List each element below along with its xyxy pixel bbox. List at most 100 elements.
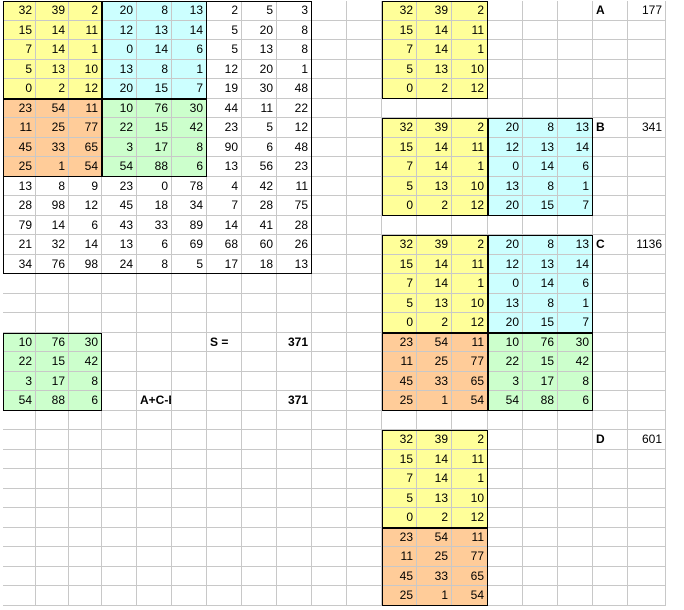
- value-cell[interactable]: 6: [69, 391, 102, 411]
- empty-cell[interactable]: [207, 488, 242, 508]
- value-cell[interactable]: 18: [137, 196, 172, 216]
- value-cell[interactable]: 23: [382, 332, 417, 352]
- value-cell[interactable]: 1: [417, 586, 452, 606]
- value-cell[interactable]: 14: [417, 20, 452, 40]
- value-cell[interactable]: 45: [382, 371, 417, 391]
- empty-cell[interactable]: [452, 410, 488, 430]
- empty-cell[interactable]: [137, 586, 172, 606]
- value-cell[interactable]: 20: [102, 1, 137, 21]
- value-cell[interactable]: 54: [36, 98, 69, 118]
- value-cell[interactable]: 15: [137, 118, 172, 138]
- empty-cell[interactable]: [312, 118, 347, 138]
- value-cell[interactable]: 42: [69, 352, 102, 372]
- value-cell[interactable]: 13: [558, 118, 593, 138]
- empty-cell[interactable]: [488, 566, 523, 586]
- value-cell[interactable]: 11: [242, 98, 277, 118]
- value-cell[interactable]: 1: [452, 469, 488, 489]
- empty-cell[interactable]: [312, 98, 347, 118]
- empty-cell[interactable]: [36, 430, 69, 450]
- value-cell[interactable]: 15: [382, 449, 417, 469]
- value-cell[interactable]: 22: [488, 352, 523, 372]
- value-cell[interactable]: 54: [488, 391, 523, 411]
- empty-cell[interactable]: [69, 410, 102, 430]
- empty-cell[interactable]: [593, 449, 628, 469]
- empty-cell[interactable]: [242, 430, 277, 450]
- empty-cell[interactable]: [523, 20, 558, 40]
- value-cell[interactable]: 8: [277, 20, 312, 40]
- empty-cell[interactable]: [277, 352, 312, 372]
- value-cell[interactable]: 0: [3, 79, 36, 99]
- empty-cell[interactable]: [277, 410, 312, 430]
- empty-cell[interactable]: [488, 410, 523, 430]
- empty-cell[interactable]: [172, 274, 207, 294]
- empty-cell[interactable]: [347, 254, 382, 274]
- empty-cell[interactable]: [488, 449, 523, 469]
- value-cell[interactable]: 8: [523, 293, 558, 313]
- value-cell[interactable]: 13: [102, 235, 137, 255]
- empty-cell[interactable]: [593, 20, 628, 40]
- value-cell[interactable]: 3: [3, 371, 36, 391]
- value-cell[interactable]: 2: [417, 508, 452, 528]
- value-cell[interactable]: 11: [452, 449, 488, 469]
- value-cell[interactable]: 45: [382, 566, 417, 586]
- empty-cell[interactable]: [558, 410, 593, 430]
- empty-cell[interactable]: [137, 527, 172, 547]
- empty-cell[interactable]: [628, 547, 666, 567]
- empty-cell[interactable]: [207, 449, 242, 469]
- value-cell[interactable]: 2: [207, 1, 242, 21]
- empty-cell[interactable]: [312, 488, 347, 508]
- empty-cell[interactable]: [242, 274, 277, 294]
- value-cell[interactable]: 13: [417, 176, 452, 196]
- empty-cell[interactable]: [102, 586, 137, 606]
- value-cell[interactable]: 15: [3, 20, 36, 40]
- empty-cell[interactable]: [277, 430, 312, 450]
- empty-cell[interactable]: [137, 449, 172, 469]
- value-cell[interactable]: 14: [36, 40, 69, 60]
- empty-cell[interactable]: [312, 196, 347, 216]
- empty-cell[interactable]: [242, 332, 277, 352]
- empty-cell[interactable]: [628, 469, 666, 489]
- value-cell[interactable]: 13: [172, 1, 207, 21]
- value-cell[interactable]: 12: [277, 118, 312, 138]
- value-cell[interactable]: 1: [452, 157, 488, 177]
- value-cell[interactable]: 5: [207, 20, 242, 40]
- empty-cell[interactable]: [207, 527, 242, 547]
- empty-cell[interactable]: [593, 40, 628, 60]
- value-cell[interactable]: 14: [417, 469, 452, 489]
- value-cell[interactable]: 1: [452, 274, 488, 294]
- empty-cell[interactable]: [488, 98, 523, 118]
- empty-cell[interactable]: [628, 215, 666, 235]
- value-cell[interactable]: 14: [417, 274, 452, 294]
- value-cell[interactable]: 78: [172, 176, 207, 196]
- value-cell[interactable]: 6: [242, 137, 277, 157]
- empty-cell[interactable]: [347, 488, 382, 508]
- value-cell[interactable]: 32: [3, 1, 36, 21]
- empty-cell[interactable]: [347, 20, 382, 40]
- value-cell[interactable]: 20: [488, 118, 523, 138]
- empty-cell[interactable]: [69, 430, 102, 450]
- empty-cell[interactable]: [172, 352, 207, 372]
- empty-cell[interactable]: [347, 547, 382, 567]
- value-cell[interactable]: 14: [137, 40, 172, 60]
- empty-cell[interactable]: [312, 371, 347, 391]
- empty-cell[interactable]: [558, 215, 593, 235]
- empty-cell[interactable]: [593, 586, 628, 606]
- empty-cell[interactable]: [69, 449, 102, 469]
- empty-cell[interactable]: [593, 313, 628, 333]
- value-cell[interactable]: 9: [69, 176, 102, 196]
- empty-cell[interactable]: [417, 98, 452, 118]
- empty-cell[interactable]: [628, 371, 666, 391]
- value-cell[interactable]: 79: [3, 215, 36, 235]
- empty-cell[interactable]: [3, 566, 36, 586]
- value-cell[interactable]: 12: [207, 59, 242, 79]
- value-cell[interactable]: 13: [277, 254, 312, 274]
- empty-cell[interactable]: [558, 508, 593, 528]
- value-cell[interactable]: 32: [382, 1, 417, 21]
- empty-cell[interactable]: [277, 547, 312, 567]
- value-cell[interactable]: 11: [277, 176, 312, 196]
- empty-cell[interactable]: [593, 157, 628, 177]
- value-cell[interactable]: 76: [36, 254, 69, 274]
- empty-cell[interactable]: [69, 293, 102, 313]
- empty-cell[interactable]: [593, 508, 628, 528]
- empty-cell[interactable]: [3, 430, 36, 450]
